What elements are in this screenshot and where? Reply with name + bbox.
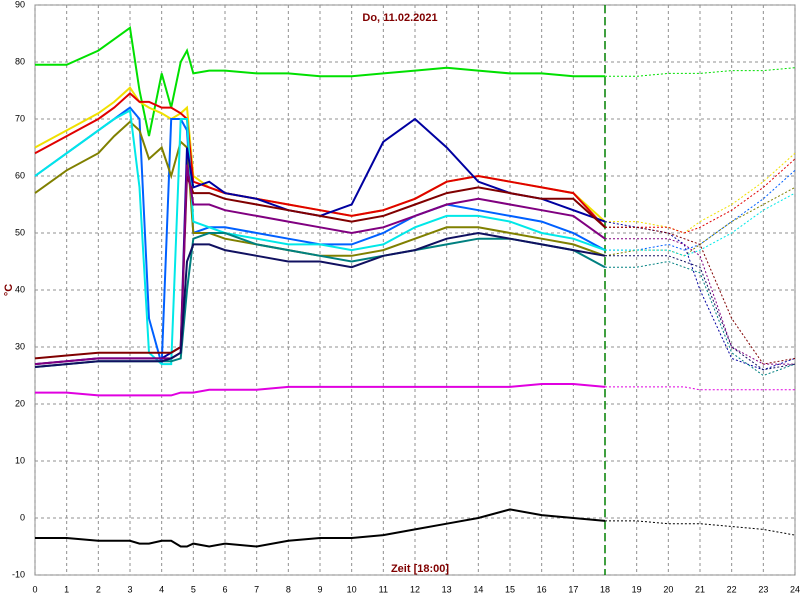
y-tick-label: 30 bbox=[15, 341, 25, 351]
x-tick-label: 4 bbox=[159, 584, 164, 594]
x-tick-label: 7 bbox=[254, 584, 259, 594]
y-tick-label: 50 bbox=[15, 227, 25, 237]
x-tick-label: 9 bbox=[317, 584, 322, 594]
x-tick-label: 17 bbox=[568, 584, 578, 594]
y-tick-label: 40 bbox=[15, 284, 25, 294]
x-axis-label: Zeit [18:00] bbox=[391, 563, 449, 575]
series-line bbox=[34, 106, 606, 365]
forecast-line bbox=[605, 226, 796, 365]
forecast-line bbox=[605, 520, 796, 536]
series-line bbox=[34, 175, 606, 360]
forecast-line bbox=[605, 152, 796, 234]
y-tick-label: 90 bbox=[15, 0, 25, 9]
forecast-line bbox=[605, 255, 796, 371]
x-tick-label: 23 bbox=[758, 584, 768, 594]
series-line bbox=[35, 508, 606, 548]
x-tick-label: 22 bbox=[727, 584, 737, 594]
series-line bbox=[34, 108, 606, 366]
forecast-line bbox=[605, 386, 795, 391]
forecast-line bbox=[605, 260, 796, 377]
x-tick-label: 11 bbox=[379, 584, 388, 594]
x-tick-label: 21 bbox=[695, 584, 705, 594]
forecast-line bbox=[605, 192, 796, 257]
x-tick-label: 0 bbox=[32, 584, 37, 594]
x-tick-label: 24 bbox=[790, 584, 800, 594]
y-tick-label: 70 bbox=[15, 113, 25, 123]
x-tick-label: 2 bbox=[96, 584, 101, 594]
x-tick-label: 13 bbox=[442, 584, 452, 594]
y-axis-label: °C bbox=[3, 284, 15, 296]
x-tick-label: 5 bbox=[191, 584, 196, 594]
y-tick-label: 60 bbox=[15, 170, 25, 180]
y-tick-label: 10 bbox=[15, 455, 25, 465]
forecast-line bbox=[605, 158, 796, 234]
x-tick-label: 20 bbox=[663, 584, 673, 594]
x-tick-label: 14 bbox=[473, 584, 483, 594]
forecast-line bbox=[605, 238, 795, 365]
y-tick-label: 0 bbox=[20, 512, 25, 522]
x-tick-label: 18 bbox=[600, 584, 610, 594]
x-tick-label: 16 bbox=[537, 584, 547, 594]
series-line bbox=[35, 383, 606, 397]
forecast-line bbox=[605, 67, 796, 77]
x-tick-label: 6 bbox=[222, 584, 227, 594]
series-line bbox=[34, 231, 606, 368]
x-tick-label: 12 bbox=[410, 584, 420, 594]
x-tick-label: 8 bbox=[286, 584, 291, 594]
x-tick-label: 3 bbox=[127, 584, 132, 594]
chart-title: Do, 11.02.2021 bbox=[362, 12, 437, 24]
x-tick-label: 10 bbox=[347, 584, 357, 594]
x-tick-label: 19 bbox=[632, 584, 642, 594]
y-tick-label: 80 bbox=[15, 56, 25, 66]
x-tick-label: 15 bbox=[505, 584, 515, 594]
y-tick-label: -10 bbox=[12, 569, 25, 579]
series-line bbox=[34, 164, 606, 366]
series-line bbox=[35, 26, 605, 137]
forecast-line bbox=[605, 169, 796, 251]
x-tick-label: 1 bbox=[64, 584, 69, 594]
y-tick-label: 20 bbox=[15, 398, 25, 408]
